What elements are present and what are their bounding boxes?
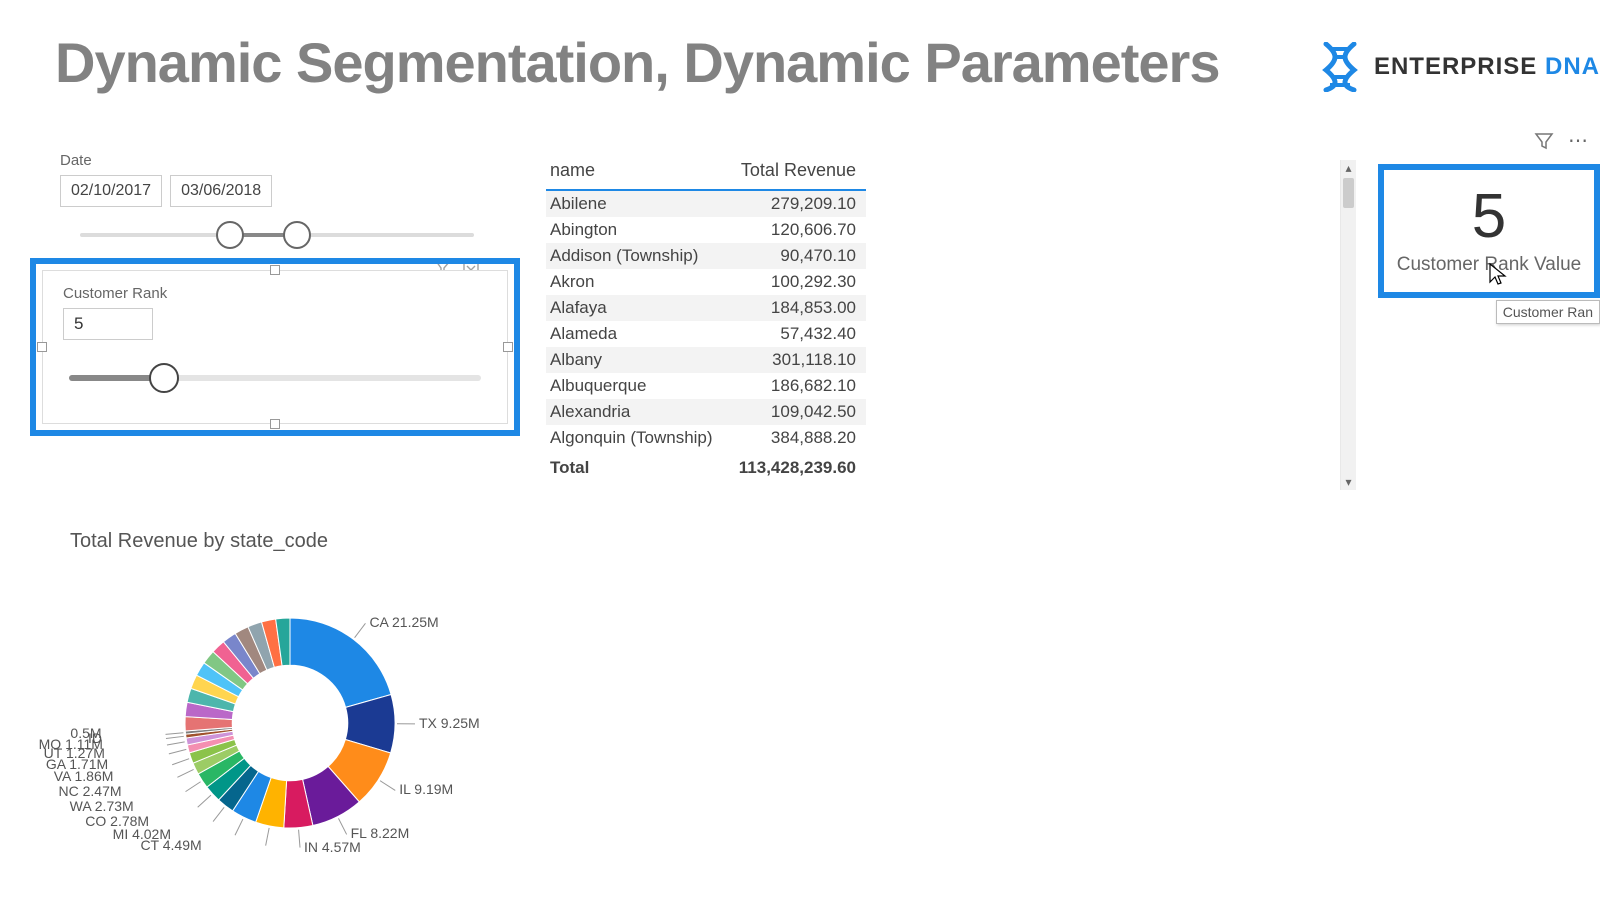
table-row[interactable]: Addison (Township)90,470.10 — [546, 243, 866, 269]
tooltip-fragment: Customer Ran — [1496, 300, 1600, 324]
scroll-up-icon[interactable]: ▴ — [1341, 160, 1356, 176]
filter-icon[interactable] — [1534, 131, 1554, 151]
donut-label: CA 21.25M — [369, 614, 438, 630]
resize-handle[interactable] — [270, 265, 280, 275]
donut-label: NC 2.47M — [59, 783, 122, 799]
donut-label: CO 2.78M — [85, 813, 149, 829]
table-row[interactable]: Akron100,292.30 — [546, 269, 866, 295]
date-slider-start-thumb[interactable] — [216, 221, 244, 249]
table-row[interactable]: Abington120,606.70 — [546, 217, 866, 243]
donut-visual[interactable]: Total Revenue by state_code CA 21.25M TX … — [70, 530, 490, 863]
table-header[interactable]: name — [546, 160, 730, 190]
date-end-input[interactable]: 03/06/2018 — [170, 175, 272, 207]
donut-label: WA 2.73M — [70, 798, 134, 814]
rank-slider-thumb[interactable] — [149, 363, 179, 393]
table-row[interactable]: Alafaya184,853.00 — [546, 295, 866, 321]
table-header[interactable]: Total Revenue — [730, 160, 866, 190]
scroll-thumb[interactable] — [1343, 178, 1354, 208]
card-label: Customer Rank Value — [1397, 254, 1581, 276]
donut-label: IL 9.19M — [399, 781, 453, 797]
dna-icon — [1318, 42, 1362, 92]
date-slicer-label: Date — [60, 152, 480, 169]
brand-text: ENTERPRISE DNA — [1374, 53, 1600, 81]
donut-label: 0.5M — [70, 725, 101, 741]
revenue-table: nameTotal RevenueAbilene279,209.10Abingt… — [546, 160, 866, 481]
donut-title: Total Revenue by state_code — [70, 530, 490, 553]
table-scrollbar[interactable]: ▴ ▾ — [1340, 160, 1356, 490]
scroll-down-icon[interactable]: ▾ — [1341, 474, 1356, 490]
rank-slicer[interactable]: Customer Rank 5 — [42, 270, 508, 424]
table-row[interactable]: Abilene279,209.10 — [546, 190, 866, 217]
date-start-input[interactable]: 02/10/2017 — [60, 175, 162, 207]
date-slicer[interactable]: Date 02/10/2017 03/06/2018 — [60, 152, 480, 275]
table-row[interactable]: Algonquin (Township)384,888.20 — [546, 425, 866, 452]
resize-handle[interactable] — [503, 342, 513, 352]
donut-label: MI 4.02M — [113, 826, 171, 842]
card-value: 5 — [1472, 186, 1506, 248]
table-row[interactable]: Alexandria109,042.50 — [546, 399, 866, 425]
resize-handle[interactable] — [270, 419, 280, 429]
visual-toolbar: ⋯ — [1534, 128, 1590, 153]
table-row[interactable]: Albany301,118.10 — [546, 347, 866, 373]
rank-value-card[interactable]: 5 Customer Rank Value — [1378, 164, 1600, 298]
date-range-slider[interactable] — [80, 217, 474, 253]
table-row[interactable]: Alameda57,432.40 — [546, 321, 866, 347]
resize-handle[interactable] — [37, 342, 47, 352]
rank-slicer-selection[interactable]: Customer Rank 5 — [30, 258, 520, 436]
date-slider-end-thumb[interactable] — [283, 221, 311, 249]
more-options-icon[interactable]: ⋯ — [1568, 128, 1590, 153]
table-row[interactable]: Albuquerque186,682.10 — [546, 373, 866, 399]
brand-logo: ENTERPRISE DNA — [1318, 42, 1600, 92]
donut-label: TX 9.25M — [419, 715, 480, 731]
rank-value-input[interactable]: 5 — [63, 308, 153, 340]
revenue-table-visual[interactable]: nameTotal RevenueAbilene279,209.10Abingt… — [546, 160, 1356, 490]
page-title: Dynamic Segmentation, Dynamic Parameters — [55, 30, 1219, 95]
donut-label: IN 4.57M — [304, 839, 361, 855]
table-total-row: Total113,428,239.60 — [546, 452, 866, 482]
rank-slider[interactable] — [69, 360, 481, 396]
rank-slicer-label: Customer Rank — [63, 285, 487, 302]
